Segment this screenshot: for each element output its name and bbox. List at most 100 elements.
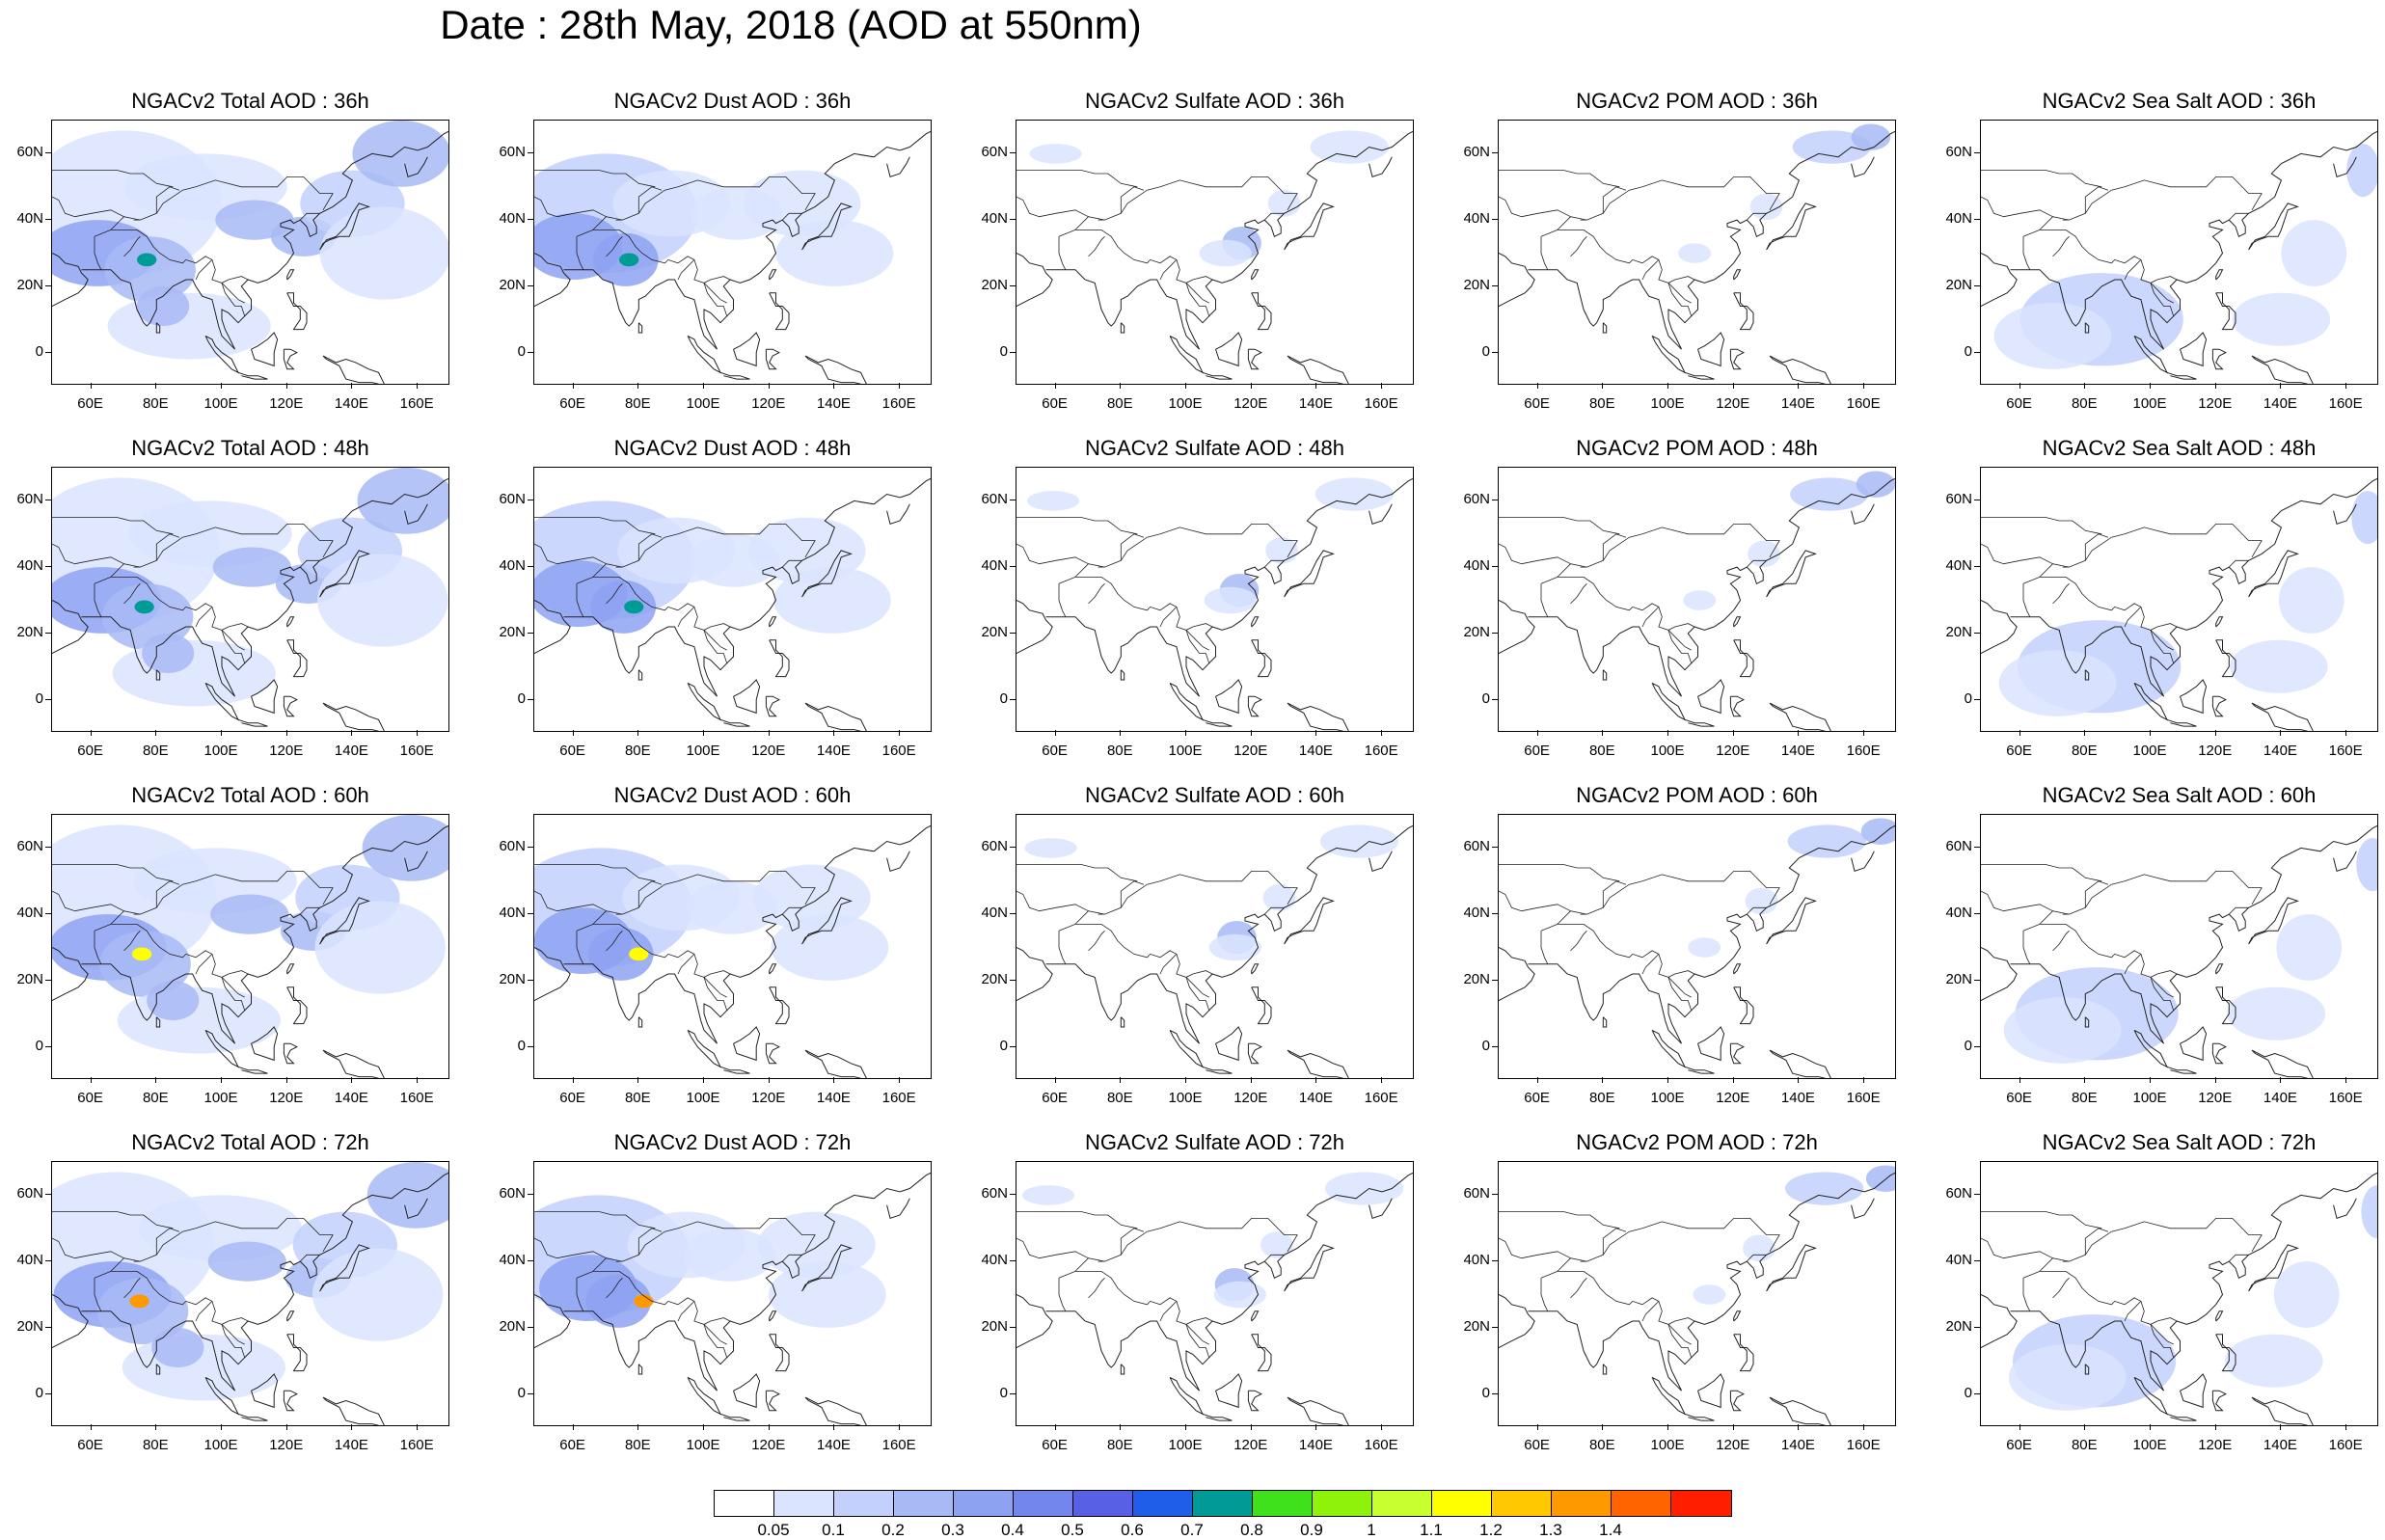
aod-plume — [312, 1248, 444, 1341]
coastline — [534, 1294, 571, 1348]
coastline — [637, 1364, 643, 1375]
lat-tick-label: 60N — [499, 838, 526, 855]
lat-tick-label: 20N — [1945, 276, 1972, 293]
lat-tick-label: 0 — [999, 689, 1008, 707]
country-border — [1570, 583, 1587, 605]
coastline — [2215, 1334, 2236, 1372]
lat-tick-label: 20N — [981, 276, 1008, 293]
aod-plume — [151, 1327, 204, 1368]
country-border — [1016, 543, 1089, 565]
lon-tick — [768, 383, 770, 389]
coastline — [769, 269, 777, 281]
coastline — [1981, 600, 2018, 654]
aod-plume — [1693, 1284, 1726, 1305]
lon-tick — [703, 383, 705, 389]
aod-plume — [1204, 586, 1257, 614]
colorbar-swatch — [1552, 1491, 1612, 1516]
country-border — [1016, 170, 1138, 188]
lat-tick-label: 60N — [499, 1185, 526, 1202]
aod-plume — [212, 547, 291, 587]
country-border — [1499, 1211, 1620, 1229]
panel-title: NGACv2 POM AOD : 48h — [1576, 436, 1818, 460]
lat-tick — [528, 698, 533, 700]
coastline — [1016, 600, 1053, 654]
colorbar-level-label: 0.3 — [941, 1521, 964, 1539]
aod-plume — [1792, 130, 1871, 164]
coastline — [1769, 355, 1831, 384]
lat-tick — [1492, 1326, 1498, 1328]
country-border — [2039, 910, 2070, 925]
coastline — [2333, 1198, 2357, 1220]
colorbar-swatch — [1193, 1491, 1253, 1516]
lat-tick — [45, 1260, 51, 1262]
country-border — [1264, 212, 1285, 221]
aod-plume — [768, 1261, 886, 1328]
lat-tick — [45, 632, 51, 634]
country-border — [606, 1278, 623, 1299]
coastline — [2248, 203, 2299, 251]
lon-tick — [637, 1424, 639, 1430]
country-border — [2039, 216, 2070, 230]
coastline — [886, 503, 910, 526]
country-border — [1499, 170, 1620, 188]
country-border — [52, 170, 174, 188]
country-border — [1981, 170, 2102, 188]
lon-tick — [1381, 1077, 1383, 1083]
coastline — [2248, 897, 2299, 945]
aod-plume — [352, 121, 448, 187]
lon-tick — [1120, 383, 1122, 389]
lat-tick-label: 40N — [981, 905, 1008, 922]
country-border — [1098, 176, 1298, 221]
lon-tick — [2019, 730, 2020, 736]
coastline — [769, 1334, 790, 1372]
lat-tick-label: 0 — [517, 1037, 526, 1054]
lon-tick — [572, 383, 574, 389]
lon-tick-label: 80E — [142, 743, 169, 759]
lat-tick — [528, 1194, 533, 1196]
coastline — [283, 1042, 299, 1065]
country-border — [2124, 607, 2142, 628]
coastline — [1684, 1066, 1715, 1074]
country-border — [1557, 910, 1587, 925]
coastline — [1733, 616, 1742, 628]
coastline — [2166, 371, 2197, 380]
aod-plume — [1745, 887, 1778, 915]
lon-tick-label: 80E — [2071, 1437, 2098, 1453]
map-panel: NGACv2 Total AOD : 60h 60N 40N 20N 0 60E 80E 10… — [5, 783, 487, 1130]
map-frame — [1980, 467, 2378, 732]
panel-title: NGACv2 Total AOD : 60h — [131, 783, 369, 807]
lon-tick-label: 80E — [2071, 743, 2098, 759]
country-border — [1641, 1301, 1660, 1322]
colorbar-level-label: 1.4 — [1599, 1521, 1622, 1539]
coastline — [765, 1042, 781, 1065]
lon-tick-label: 140E — [1298, 743, 1333, 759]
aod-plume — [107, 292, 271, 360]
country-border — [2022, 236, 2031, 270]
lat-tick — [1974, 351, 1980, 353]
lon-tick-label: 60E — [1042, 1090, 1068, 1106]
map-panel: NGACv2 Dust AOD : 72h 60N 40N 20N 0 60E 80E 100… — [487, 1130, 969, 1477]
lon-tick-label: 100E — [1168, 743, 1203, 759]
lat-tick — [1010, 698, 1016, 700]
coastline — [1499, 600, 1535, 654]
country-border — [703, 1324, 727, 1345]
country-border — [1499, 890, 1571, 912]
map-panel: NGACv2 Sea Salt AOD : 72h 60N 40N 20N 0 60E 80… — [1934, 1130, 2385, 1477]
lat-tick — [1492, 566, 1498, 568]
coastline — [637, 322, 643, 334]
colorbar-level-label: 1.2 — [1479, 1521, 1503, 1539]
lon-tick — [2084, 730, 2086, 736]
aod-plume — [1319, 824, 1399, 858]
lat-tick-label: 40N — [1945, 905, 1972, 922]
country-border — [1981, 517, 2102, 535]
lat-tick — [1010, 1260, 1016, 1262]
country-border — [1540, 236, 1549, 270]
coastline — [719, 371, 750, 380]
coastline — [1697, 332, 1725, 367]
lat-tick-label: 0 — [1481, 342, 1490, 360]
lat-tick — [45, 351, 51, 353]
country-border — [606, 931, 623, 952]
aod-plume — [1749, 193, 1783, 221]
coastline — [1287, 702, 1349, 731]
country-border — [1667, 1324, 1692, 1345]
